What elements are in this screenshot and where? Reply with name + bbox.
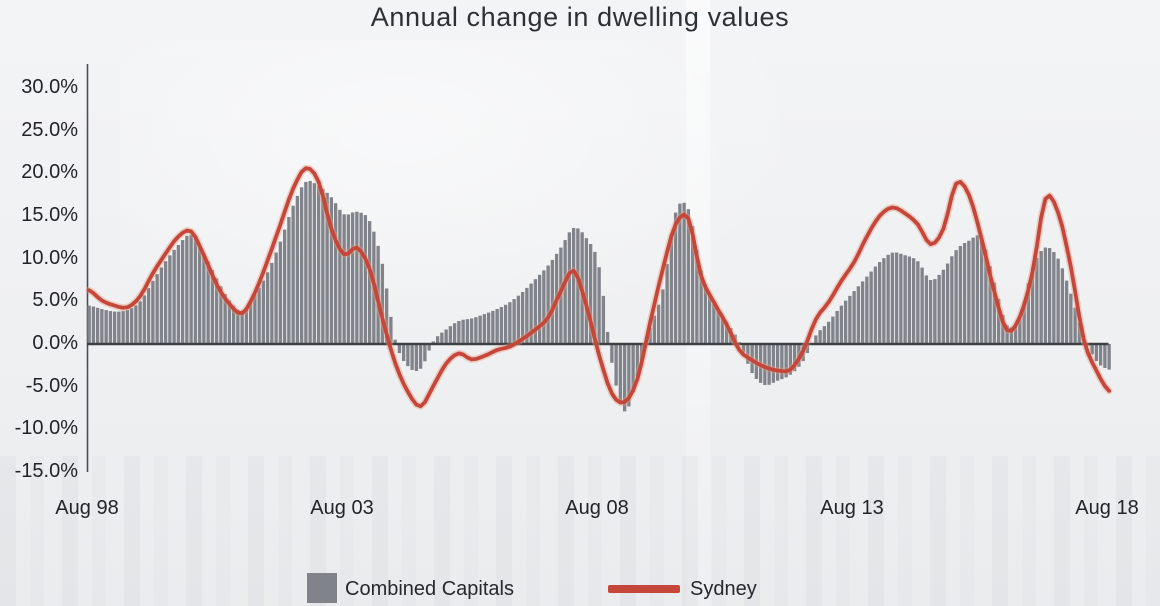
y-tick-label: -10.0% [14,417,78,440]
y-tick-label: 30.0% [21,76,78,98]
background-cityscape [0,456,1160,606]
chart-title: Annual change in dwelling values [370,2,790,32]
y-tick-label: 0.0% [32,332,78,354]
y-tick-label: -15.0% [14,459,78,482]
legend-label-sydney: Sydney [690,578,757,600]
y-tick-label: 25.0% [21,118,78,141]
x-tick-label: Aug 03 [310,497,374,519]
x-tick-label: Aug 18 [1075,497,1139,519]
y-tick-label: 15.0% [21,204,78,226]
x-tick-label: Aug 13 [820,497,884,519]
y-tick-label: 5.0% [32,289,78,312]
legend-swatch-sydney [608,585,680,593]
y-tick-label: 20.0% [21,161,78,184]
legend-label-combined-capitals: Combined Capitals [345,578,514,600]
y-tick-label: 10.0% [21,246,78,269]
x-tick-label: Aug 08 [565,497,629,519]
x-tick-label: Aug 98 [55,497,119,519]
legend-swatch-combined-capitals [307,573,337,603]
y-tick-label: -5.0% [25,374,78,397]
